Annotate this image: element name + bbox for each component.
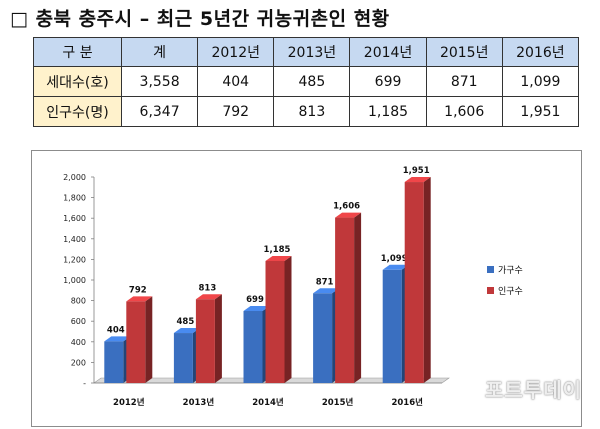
header-cell: 2015년 <box>425 37 503 67</box>
y-tick-label: 1,600 <box>63 214 86 223</box>
data-label: 1,606 <box>333 202 360 212</box>
table-cell: 699 <box>349 66 427 97</box>
page-title: □ 충북 충주시 – 최근 5년간 귀농귀촌인 현황 <box>10 8 390 30</box>
table-cell: 485 <box>273 66 351 97</box>
bar-top <box>404 177 431 183</box>
data-label: 699 <box>246 295 264 305</box>
x-tick-label: 2012년 <box>113 397 145 408</box>
table-cell: 1,185 <box>349 96 427 127</box>
bar-side <box>423 177 431 383</box>
table-cell: 404 <box>197 66 275 97</box>
data-label: 792 <box>129 285 147 295</box>
bar-population <box>265 260 285 383</box>
bar-households <box>313 293 333 383</box>
x-tick-label: 2014년 <box>252 397 284 408</box>
bar-households <box>104 341 124 383</box>
watermark: 포트투데이 <box>485 378 582 402</box>
data-label: 871 <box>316 277 334 287</box>
bar-population <box>195 299 215 383</box>
bar-top <box>382 264 409 270</box>
legend-swatch <box>487 287 494 294</box>
summary-table: 구 분 계 2012년 2013년 2014년 2015년 2016년 세대수(… <box>33 37 580 127</box>
data-label: 813 <box>199 283 217 293</box>
table-cell: 1,951 <box>501 96 580 127</box>
x-tick-label: 2015년 <box>322 397 354 408</box>
bar-top <box>195 294 222 300</box>
table-cell: 792 <box>197 96 275 127</box>
bar-side <box>354 212 362 383</box>
y-tick-label: 1,000 <box>63 276 86 285</box>
bar-top <box>104 336 131 342</box>
bar-top <box>335 212 362 218</box>
header-cell: 계 <box>120 37 199 67</box>
bar-top <box>243 306 270 312</box>
y-tick-label: 800 <box>71 297 86 306</box>
bar-top <box>313 288 340 294</box>
table-cell: 1,606 <box>425 96 503 127</box>
table-row: 인구수(명) 6,347 792 813 1,185 1,606 1,951 <box>33 96 580 127</box>
bar-households <box>173 333 193 383</box>
data-label: 1,951 <box>403 166 430 176</box>
header-cell: 2013년 <box>273 37 351 67</box>
bar-population <box>404 182 424 383</box>
y-tick-label: 1,200 <box>63 255 86 264</box>
data-label: 404 <box>107 325 125 335</box>
table-cell: 813 <box>273 96 351 127</box>
bar-side <box>284 255 292 383</box>
header-cell: 2016년 <box>501 37 580 67</box>
y-tick-label: 1,800 <box>63 194 86 203</box>
x-tick-label: 2013년 <box>183 397 215 408</box>
data-label: 485 <box>177 317 195 327</box>
bar-households <box>243 311 263 383</box>
x-tick-label: 2016년 <box>391 397 423 408</box>
bar-top <box>173 328 200 334</box>
header-cell: 2014년 <box>349 37 427 67</box>
row-label: 세대수(호) <box>33 66 122 97</box>
bar-top <box>126 296 153 302</box>
data-label: 1,185 <box>264 245 291 255</box>
table-header-row: 구 분 계 2012년 2013년 2014년 2015년 2016년 <box>33 37 580 67</box>
y-tick-label: 2,000 <box>63 173 86 182</box>
bar-top <box>265 255 292 261</box>
bar-side <box>214 294 222 383</box>
bar-population <box>335 217 355 383</box>
legend-label: 가구수 <box>498 265 523 276</box>
table-cell: 6,347 <box>120 96 199 127</box>
legend-label: 인구수 <box>498 286 523 297</box>
chart-canvas: - 200 400 600 800 1,000 1,200 1,400 1,600 1,800 2,… <box>63 166 523 408</box>
header-cell: 구 분 <box>33 37 122 67</box>
row-label: 인구수(명) <box>33 96 122 127</box>
table-cell: 1,099 <box>501 66 580 97</box>
y-tick-label: 600 <box>71 317 86 326</box>
table-cell: 871 <box>425 66 503 97</box>
y-tick-label: 400 <box>71 338 86 347</box>
bar-population <box>126 301 146 383</box>
bar-side <box>145 296 153 383</box>
data-label: 1,099 <box>381 254 408 264</box>
table-row: 세대수(호) 3,558 404 485 699 871 1,099 <box>33 66 580 97</box>
y-tick-label: 1,400 <box>63 235 86 244</box>
table-cell: 3,558 <box>120 66 199 97</box>
header-cell: 2012년 <box>197 37 275 67</box>
bar-households <box>382 269 402 383</box>
y-tick-label: - <box>83 379 86 388</box>
bar-chart: - 200 400 600 800 1,000 1,200 1,400 1,600 1,800 2,… <box>31 150 582 427</box>
y-tick-label: 200 <box>71 358 86 367</box>
legend-swatch <box>487 266 494 273</box>
